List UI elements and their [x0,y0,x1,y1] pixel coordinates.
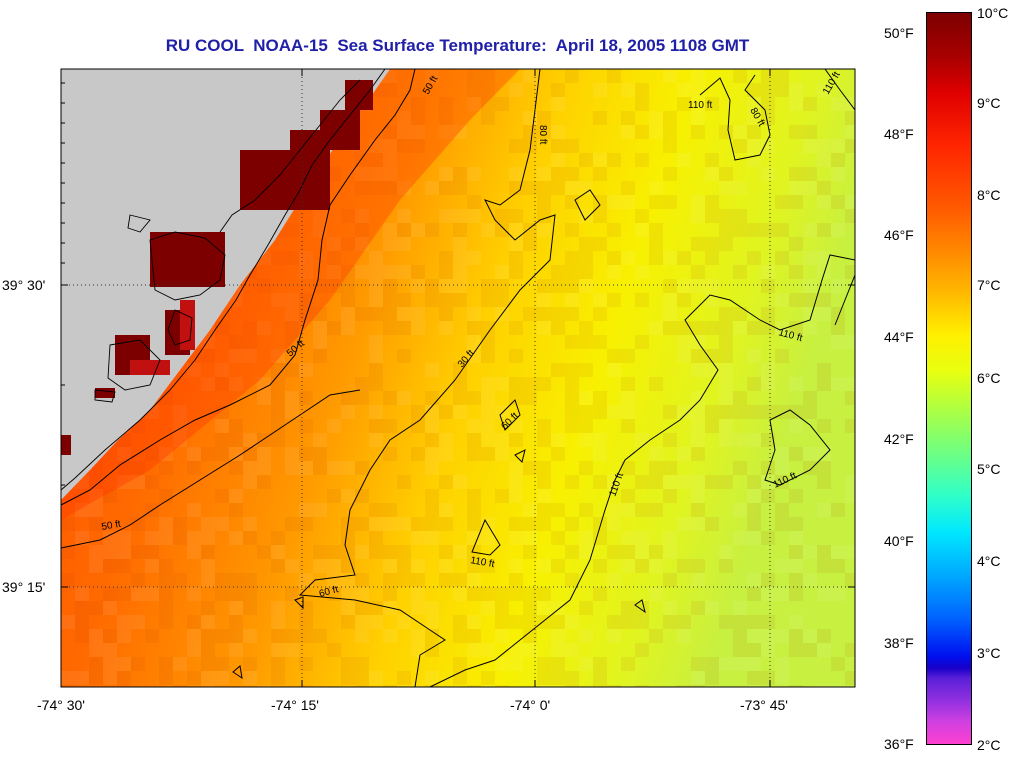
lat-label: 39° 30' [2,277,46,293]
colorbar-c-label: 3°C [977,645,1001,661]
lon-label: -74° 15' [271,697,319,713]
colorbar-c-label: 5°C [977,461,1001,477]
colorbar-c-label: 4°C [977,553,1001,569]
colorbar-f-label: 46°F [884,227,914,243]
bathymetry-contours [61,69,855,687]
map-title: RU COOL NOAA-15 Sea Surface Temperature:… [165,36,750,55]
colorbar-f-label: 40°F [884,533,914,549]
colorbar-c-label: 9°C [977,95,1001,111]
colorbar-c-label: 2°C [977,737,1001,753]
colorbar-c-label: 7°C [977,277,1001,293]
colorbar-f-label: 44°F [884,329,914,345]
colorbar-f-label: 36°F [884,736,914,752]
colorbar-f-label: 42°F [884,431,914,447]
contour-label: 80 ft [537,125,548,145]
map-frame [60,68,856,688]
colorbar-c-label: 10°C [977,5,1009,21]
temperature-colorbar [926,12,972,745]
axis-ticks [61,69,855,687]
colorbar-f-label: 38°F [884,635,914,651]
lon-label: -74° 0' [510,697,551,713]
lon-label: -73° 45' [740,697,788,713]
colorbar-f-label: 48°F [884,126,914,142]
graticule [61,69,855,687]
contour-label: 60 ft [318,584,340,600]
lon-label: -74° 30' [37,697,85,713]
warm-bay-pixels [61,80,373,455]
colorbar-c-label: 6°C [977,370,1001,386]
contour-label: 50 ft [101,519,122,533]
colorbar-f-label: 50°F [884,25,914,41]
contour-label: 110 ft [688,100,712,111]
colorbar-c-label: 8°C [977,187,1001,203]
contour-label: 110 ft [469,555,495,570]
lat-label: 39° 15' [2,579,46,595]
